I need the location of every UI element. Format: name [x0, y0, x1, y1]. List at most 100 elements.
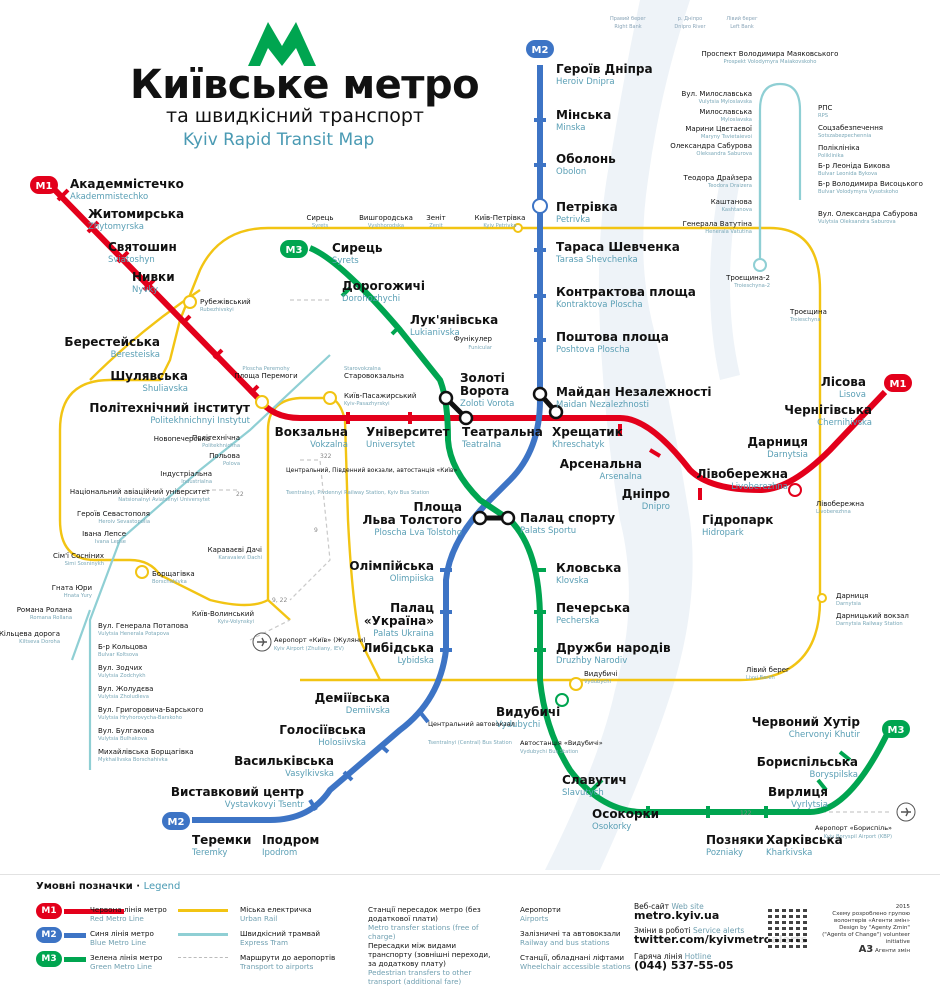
m2-station-18-en: Teremky	[191, 848, 227, 858]
rail-station-7-en: Kyiv-Pasazhyrskyi	[344, 401, 390, 407]
rail-station-3: Зеніт	[426, 214, 445, 222]
m1-station-11-en: Khreschatyk	[552, 440, 605, 450]
m1-station-9: Університет	[366, 425, 450, 439]
m2-station-15: Васильківська	[234, 754, 334, 768]
m2-station-14: Голосіївська	[279, 723, 366, 737]
m3-station-7-en: Pecherska	[556, 616, 599, 626]
tram-south-7-en: Mykhailivska Borschahivka	[98, 757, 168, 763]
m2-station-2-en: Minska	[556, 123, 586, 133]
tram-south-4: Вул. Жолудєва	[98, 685, 153, 693]
tram-south-4-en: Vulytsia Zholudieva	[98, 694, 149, 700]
rail-station-20-en: Industrialna	[181, 479, 212, 485]
m2-station-7: Поштова площа	[556, 330, 669, 344]
m1-station-17-en: Chernihivska	[817, 418, 872, 428]
m1-station-6: Шулявська	[110, 369, 188, 383]
m1-start-badge: M1	[30, 176, 58, 194]
legend-tram-bar	[178, 933, 228, 936]
tram-north-13: Б-р Володимира Висоцького	[818, 180, 923, 188]
tram-south-7: Михайлівська Борщагівка	[98, 748, 194, 756]
rail-station-11: Троєщина-2	[725, 274, 770, 282]
alerts-link[interactable]: twitter.com/kyivmetroalerts	[634, 933, 808, 946]
m3-station-1: Сирець	[332, 241, 383, 255]
rail-station-19-en: Polova	[223, 461, 240, 467]
m1-station-17: Чернігівська	[784, 403, 872, 417]
m3-station-14-en: Vyrlytsia	[791, 800, 828, 810]
m1-station-13-en: Dnipro	[642, 502, 670, 512]
m1-station-7: Політехнічний інститут	[89, 401, 250, 415]
m1-station-8: Вокзальна	[275, 425, 348, 439]
svg-text:M3: M3	[888, 725, 905, 736]
website-link[interactable]: metro.kyiv.ua	[634, 909, 720, 922]
m3-start-badge: M3	[280, 240, 308, 258]
legend-tram: Швидкісний трамвай Express Tram	[240, 929, 321, 947]
tram-north-3: Милославська	[699, 108, 752, 116]
m3-station-3-en: Lukianivska	[410, 328, 460, 338]
m3-station-8-en: Druzhby Narodiv	[556, 656, 627, 666]
m3-station-13-en: Kharkivska	[766, 848, 812, 858]
m1-station-12: Арсенальна	[560, 457, 642, 471]
m3-station-9-en: Vydubychi	[496, 720, 540, 730]
m3-station-4-en: Zoloti Vorota	[460, 399, 514, 409]
misc-bus_vydubychi_en: Vydubychi Bus Station	[520, 749, 578, 755]
rail-station-15: Дарницький вокзал	[836, 612, 909, 620]
m1-station-5: Берестейська	[64, 335, 160, 349]
tram-north-8: Генерала Ватутіна	[683, 220, 752, 228]
tram-north-2: Вул. Милославська	[682, 90, 752, 98]
metro-logo	[248, 22, 316, 66]
m1-tick-3	[116, 250, 130, 264]
tram-north-14: Вул. Олександра Сабурова	[818, 210, 918, 218]
m1-station-4: Нивки	[132, 270, 175, 284]
m1-station-18-en: Lisova	[839, 390, 866, 400]
m1-station-10: Театральна	[462, 425, 543, 439]
rail-station-12-en: Troieschyna	[789, 317, 821, 323]
rail-station-17: Видубичі	[584, 670, 617, 678]
svg-text:M2: M2	[532, 45, 549, 56]
tram-north	[758, 82, 802, 265]
m2-tick-10	[378, 743, 390, 754]
m3-station-5-en: Palats Sportu	[520, 526, 576, 536]
m3-station-1-en: Syrets	[332, 256, 359, 266]
contact-web: Веб-сайт Web site metro.kyiv.ua	[634, 902, 720, 922]
m1-end-badge: M1	[884, 374, 912, 392]
rail-station-2: Вишгородська	[359, 214, 413, 222]
legend-rail: Міська електричка Urban Rail	[240, 905, 312, 923]
label-dnipro-en: Dnipro River	[674, 24, 706, 30]
m2-station-18: Теремки	[192, 833, 251, 847]
misc-bus_9_22: 9, 22	[272, 597, 287, 604]
m3-station-16-en: Chervonyi Khutir	[789, 730, 861, 740]
m3-end-badge: M3	[882, 720, 910, 738]
m3-station-12-en: Pozniaky	[706, 848, 743, 858]
m2-station-15-en: Vasylkivska	[285, 769, 334, 779]
tram-north-11-en: Poliklinika	[818, 153, 844, 159]
rail-station-13-en: Livoberezhna	[816, 509, 851, 515]
m2-station-9-en: Ploscha Lva Tolstoho	[374, 528, 462, 538]
m1-station-15-en: Livoberezhna	[731, 482, 788, 492]
m1-station-1: Академмістечко	[70, 177, 184, 191]
tram-south-5: Вул. Григоровича-Барського	[98, 706, 203, 714]
m2-station-5: Тараса Шевченка	[556, 240, 680, 254]
m2-station-11: Палац	[390, 601, 434, 615]
legend-green-bar	[64, 957, 86, 962]
misc-bus_9: 9	[314, 527, 318, 534]
rail-station-25-en: Hnata Yury	[64, 593, 92, 599]
tram-north-3-en: Myloslavska	[721, 117, 752, 123]
legend-blue-bar	[64, 933, 86, 938]
m2-station-14-en: Holosiivska	[318, 738, 366, 748]
label-left-bank: Лівий берег	[726, 15, 758, 22]
legend-airports: Аеропорти Airports	[520, 905, 561, 923]
rail-station-25: Гната Юри	[52, 584, 92, 592]
m2-end-badge: M2	[162, 812, 190, 830]
m3-station-15: Бориспільська	[757, 755, 858, 769]
tram-north-1-en: Prospekt Volodymyra Maiakovskoho	[724, 59, 817, 65]
contact-hotline: Гаряча лінія Hotline (044) 537-55-05	[634, 952, 734, 972]
tram-north-13-en: Bulvar Volodymyra Vysotskoho	[818, 189, 898, 195]
m1-station-8-en: Vokzalna	[310, 440, 348, 450]
m2-station-1-en: Heroiv Dnipra	[556, 77, 615, 87]
misc-airport_kbp: Аеропорт «Бориспіль»	[815, 824, 892, 832]
tram-south-6: Вул. Булгакова	[98, 727, 154, 735]
m3-station-9: Видубичі	[496, 705, 560, 719]
m2-station-11-line2: «Україна»	[364, 614, 434, 628]
rail-station-4: Київ-Петрівка	[475, 214, 526, 222]
m3-station-15-en: Boryspilska	[809, 770, 858, 780]
misc-bus_central_en: Tsentralnyi (Central) Bus Station	[427, 740, 512, 746]
